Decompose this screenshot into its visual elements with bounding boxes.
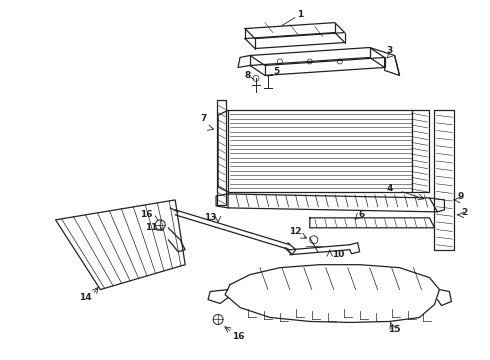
Text: 2: 2 xyxy=(462,208,467,217)
Text: 3: 3 xyxy=(387,46,392,55)
Text: 13: 13 xyxy=(204,213,217,222)
Text: 9: 9 xyxy=(457,193,464,202)
Text: 8: 8 xyxy=(245,71,251,80)
Text: 7: 7 xyxy=(201,114,207,123)
Text: 16: 16 xyxy=(140,210,152,219)
Text: 4: 4 xyxy=(387,184,393,193)
Text: 6: 6 xyxy=(359,210,365,219)
Text: 1: 1 xyxy=(297,10,303,19)
Text: 10: 10 xyxy=(332,250,344,259)
Text: 15: 15 xyxy=(388,325,401,334)
Text: 5: 5 xyxy=(273,67,279,76)
Text: 16: 16 xyxy=(232,332,245,341)
Text: 12: 12 xyxy=(289,227,301,236)
Text: 11: 11 xyxy=(145,223,157,232)
Text: 14: 14 xyxy=(79,293,92,302)
